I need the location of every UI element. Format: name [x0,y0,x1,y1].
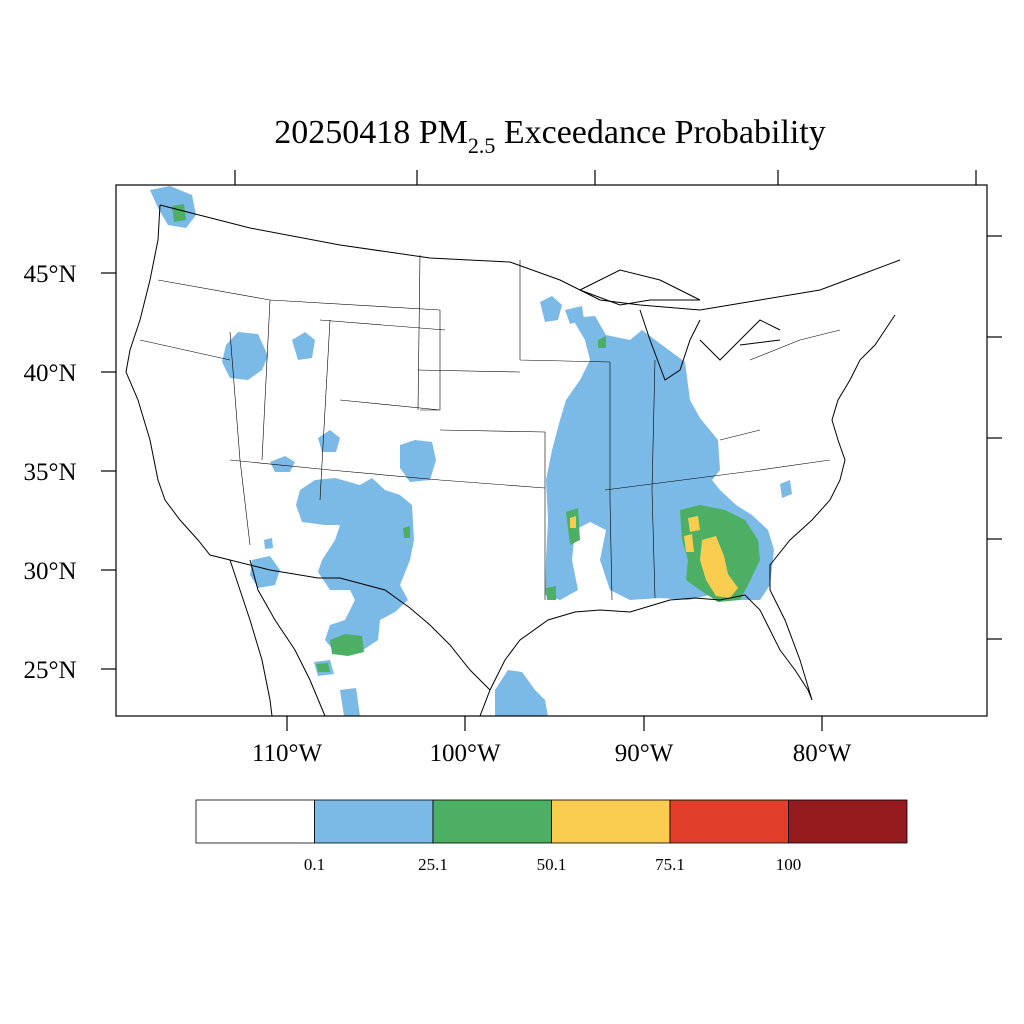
prob-area-southeast-yellow [700,536,738,598]
colorbar-bin-50-1-to-75-1 [551,799,671,844]
map-title: 20250418 PM2.5 Exceedance Probability [274,114,826,158]
prob-area-texas-coast [495,670,548,716]
prob-area-carolinas [780,480,792,498]
map-panel [116,185,987,716]
colorbar-bin-25-1-to-50-1 [432,799,552,844]
coastline-baja [229,559,273,716]
colorbar-label-0-1: 0.1 [304,855,325,874]
title-date: 20250418 [274,114,410,151]
lon-label-80w: 80°W [793,740,852,767]
prob-area-idaho [222,332,268,380]
map-frame [115,184,988,717]
prob-area-sinaloa-green [316,663,330,672]
border-canada [159,204,901,311]
lat-label-35: 35°N [23,459,76,486]
colorbar-label-25-1: 25.1 [418,855,448,874]
prob-area-wyoming [292,332,315,360]
colorbar-bin-0-1-to-25-1 [314,799,434,844]
colorbar-bin-75-1-to-100 [669,799,789,844]
coastline-gulf [479,594,813,716]
lat-label-30: 30°N [23,558,76,585]
lat-label-45: 45°N [23,261,76,288]
prob-area-ga-yellow [684,534,694,552]
title-suffix: Exceedance Probability [504,114,826,151]
great-lakes [578,269,781,381]
lon-label-110w: 110°W [252,740,323,767]
lat-label-40: 40°N [23,360,76,387]
lon-label-100w: 100°W [429,740,500,767]
prob-area-arkansas-yellow [570,516,576,528]
axis-ticks [101,170,1002,731]
prob-area-nm-green [403,526,410,538]
longitude-labels: 110°W 100°W 90°W 80°W [252,740,852,767]
colorbar-label-100: 100 [776,855,802,874]
prob-area-az-north [270,456,295,472]
prob-area-iowa-north [540,296,562,322]
lon-label-90w: 90°W [615,740,674,767]
probability-layer [150,186,792,716]
title-subscript: 2.5 [468,133,496,158]
prob-area-pnw-green [172,204,186,222]
prob-area-sonora [250,556,280,588]
prob-area-alabama-yellow [688,516,700,532]
colorbar-bin-above-100 [788,799,908,844]
coastline-west [125,204,231,561]
colorbar: 0.1 25.1 50.1 75.1 100 [195,799,908,874]
coastline-mexico-west [249,559,326,716]
state-lines [139,254,841,601]
colorbar-label-50-1: 50.1 [537,855,567,874]
prob-area-durango [340,688,360,716]
geographic-boundaries [125,204,901,716]
border-mexico [229,559,491,691]
lat-label-25: 25°N [23,657,76,684]
coastline-atlantic [769,314,896,701]
prob-area-chihuahua-green [330,634,364,656]
prob-area-ms-green [598,336,606,348]
prob-area-nm-east [400,440,436,482]
latitude-labels: 45°N 40°N 35°N 30°N 25°N [23,261,76,684]
prob-area-az-se [264,538,273,549]
prob-area-wisconsin [565,306,584,324]
title-pollutant: PM [419,114,468,151]
colorbar-bin-below-0-1 [195,799,315,844]
prob-area-new-mexico [296,478,414,652]
colorbar-label-75-1: 75.1 [655,855,685,874]
prob-area-louisiana-green [546,586,556,600]
